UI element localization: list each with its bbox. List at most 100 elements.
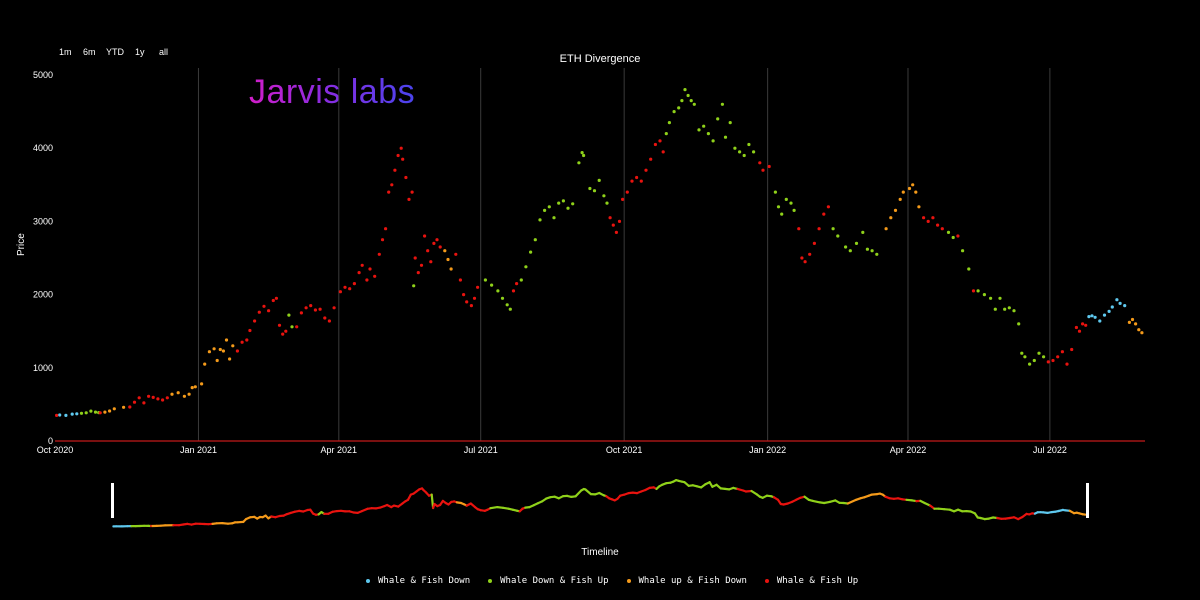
data-point	[844, 245, 848, 249]
navigator-segment	[584, 488, 593, 496]
navigator-right-handle[interactable]	[1086, 483, 1089, 518]
legend-item-whale-down-fish-up[interactable]: Whale Down & Fish Up	[488, 576, 609, 586]
data-point	[1110, 305, 1114, 309]
data-point	[1056, 355, 1060, 359]
data-point	[989, 296, 993, 300]
data-point	[800, 256, 804, 260]
data-point	[368, 267, 372, 271]
data-point	[758, 161, 762, 165]
data-point	[1084, 323, 1088, 327]
range-button-1m[interactable]: 1m	[59, 47, 72, 57]
data-point	[1115, 298, 1119, 302]
data-point	[505, 303, 509, 307]
data-point	[281, 332, 285, 336]
data-point	[218, 347, 222, 352]
data-point	[313, 308, 317, 312]
legend-item-whale-fish-down[interactable]: Whale & Fish Down	[366, 576, 470, 586]
x-tick-label: Oct 2020	[37, 445, 74, 455]
data-point	[458, 278, 462, 282]
legend-item-whale-fish-up[interactable]: Whale & Fish Up	[764, 576, 858, 586]
data-point	[75, 412, 79, 416]
data-point	[547, 205, 551, 209]
data-point	[384, 227, 388, 231]
data-point	[1093, 315, 1097, 319]
data-point	[207, 350, 211, 354]
data-point	[667, 121, 672, 125]
range-navigator[interactable]	[111, 479, 1089, 528]
navigator-segment	[489, 506, 499, 510]
data-point	[393, 168, 397, 172]
data-point	[182, 394, 186, 398]
y-axis-ticks: 0 1000 2000 3000 4000 5000	[33, 70, 53, 446]
data-point	[1051, 358, 1055, 363]
data-point	[267, 309, 271, 313]
data-point	[193, 385, 197, 389]
data-point	[511, 289, 516, 293]
data-point	[706, 132, 711, 136]
data-point	[352, 282, 356, 286]
data-point	[971, 289, 976, 293]
grid-lines	[197, 68, 1051, 441]
data-point	[122, 405, 126, 409]
data-point	[373, 274, 377, 278]
data-point	[907, 186, 912, 191]
data-point	[360, 263, 364, 267]
legend-item-whale-up-fish-down[interactable]: Whale up & Fish Down	[626, 576, 747, 586]
data-point	[257, 310, 261, 314]
x-tick-label: Jan 2021	[180, 445, 217, 455]
data-point	[1077, 329, 1082, 333]
data-point	[635, 175, 639, 180]
data-point	[132, 400, 137, 404]
data-point	[605, 201, 609, 205]
legend-marker	[764, 579, 769, 583]
brand-logo: Jarvis labs	[249, 70, 415, 114]
data-point	[515, 282, 519, 286]
data-point	[911, 183, 915, 187]
data-point	[419, 263, 424, 267]
data-point	[1140, 331, 1144, 335]
data-point	[577, 161, 581, 165]
data-point	[472, 296, 477, 300]
navigator-left-handle[interactable]	[111, 483, 114, 518]
data-point	[848, 249, 852, 253]
range-button-all[interactable]: all	[159, 47, 169, 57]
data-point	[1037, 351, 1041, 355]
range-button-1y[interactable]: 1y	[135, 47, 145, 57]
legend-label: Whale & Fish Down	[378, 576, 471, 586]
data-point	[413, 256, 417, 260]
data-point	[672, 110, 676, 114]
data-point	[1007, 306, 1011, 310]
data-point	[784, 197, 788, 201]
data-point	[1137, 328, 1141, 332]
range-button-ytd[interactable]: YTD	[106, 47, 124, 57]
data-point	[776, 205, 781, 209]
data-point	[653, 142, 658, 147]
data-point	[1028, 362, 1032, 366]
data-point	[446, 257, 450, 262]
data-point	[508, 307, 512, 311]
data-point	[231, 344, 235, 348]
data-point	[773, 190, 778, 194]
data-point	[290, 325, 294, 329]
data-point	[752, 150, 756, 154]
data-point	[1087, 315, 1091, 319]
legend-label: Whale up & Fish Down	[638, 576, 747, 586]
data-point	[187, 392, 191, 396]
data-point	[212, 347, 216, 351]
data-point	[323, 316, 327, 320]
data-point	[571, 202, 575, 206]
data-point	[203, 362, 207, 366]
data-point	[561, 199, 566, 203]
data-point	[1127, 320, 1131, 324]
data-point	[165, 396, 169, 400]
data-point	[658, 139, 662, 143]
data-point	[649, 157, 653, 161]
data-point	[401, 157, 405, 161]
data-point	[733, 146, 737, 150]
data-point	[1098, 319, 1102, 323]
data-point	[625, 190, 629, 194]
data-point	[519, 278, 523, 282]
range-button-6m[interactable]: 6m	[83, 47, 96, 57]
data-point	[399, 146, 403, 150]
